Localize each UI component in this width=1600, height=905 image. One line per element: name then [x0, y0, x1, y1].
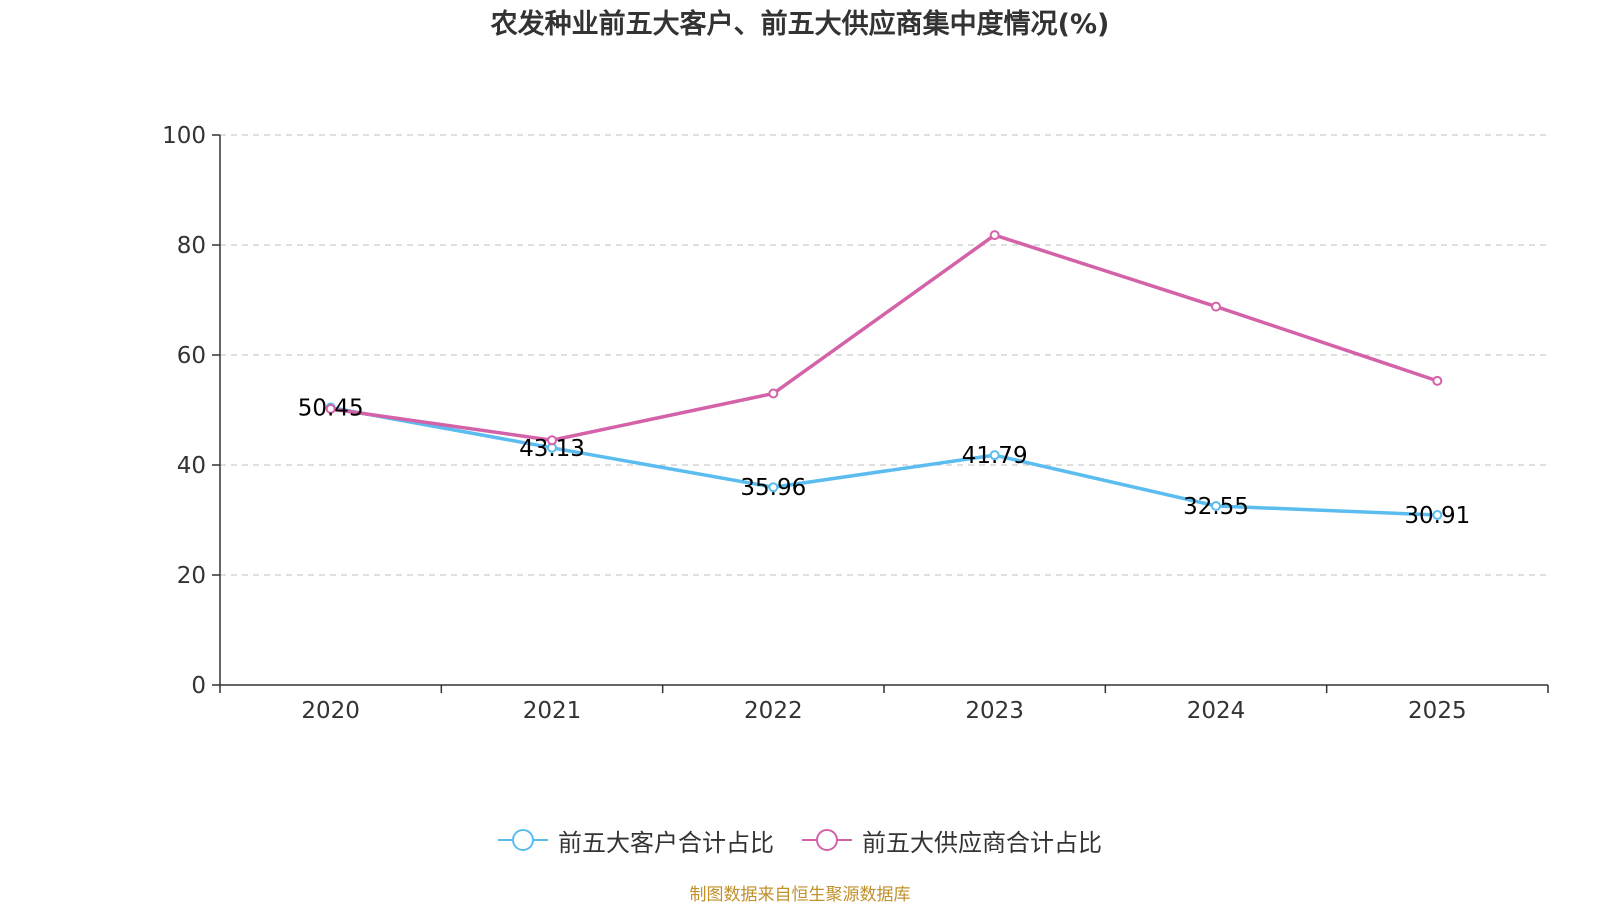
x-tick-label-2024: 2024: [1187, 698, 1246, 724]
y-tick-label-0: 0: [191, 673, 206, 699]
x-tick-label-2022: 2022: [744, 698, 803, 724]
y-axis-ticks: 0 20 40 60 80 100: [162, 123, 220, 699]
line-chart: 0 20 40 60 80 100 2020 2021 2022 2023 2024 2025 50…: [162, 123, 1549, 724]
series-1-point-2025: [1432, 375, 1443, 386]
chart-title: 农发种业前五大客户、前五大供应商集中度情况(%): [490, 9, 1110, 40]
y-tick-label-100: 100: [162, 123, 206, 149]
legend-item-suppliers[interactable]: 前五大供应商合计占比: [802, 823, 1102, 858]
x-tick-label-2025: 2025: [1408, 698, 1467, 724]
legend-label-suppliers: 前五大供应商合计占比: [862, 828, 1102, 857]
data-label-2020: 50.45: [298, 396, 364, 422]
legend-item-customers[interactable]: 前五大客户合计占比: [498, 823, 774, 858]
legend-marker-suppliers: [802, 829, 852, 851]
series-1-point-2024: [1211, 301, 1221, 312]
series-0-point-2025: [1432, 509, 1443, 520]
series-1-point-2020: [325, 403, 336, 414]
y-tick-label-60: 60: [177, 343, 206, 369]
series-group: [325, 230, 1443, 520]
legend-marker-customers: [498, 829, 548, 851]
series-0-point-2022: [768, 482, 779, 493]
y-tick-label-80: 80: [177, 233, 206, 259]
x-tick-label-2020: 2020: [301, 698, 360, 724]
data-label-2024: 32.55: [1183, 494, 1249, 520]
y-tick-label-20: 20: [177, 563, 206, 589]
data-labels: 50.45 43.13 35.96 41.79 32.55 30.91: [298, 396, 1471, 529]
y-tick-label-40: 40: [177, 453, 206, 479]
series-1-point-2022: [768, 388, 779, 399]
series-0-point-2024: [1211, 500, 1221, 511]
data-label-2023: 41.79: [962, 443, 1028, 469]
x-tick-label-2023: 2023: [965, 698, 1024, 724]
x-tick-label-2021: 2021: [523, 698, 582, 724]
series-1-point-2023: [989, 230, 1000, 241]
data-label-2022: 35.96: [740, 475, 806, 501]
grid-lines: [220, 134, 1548, 576]
legend: 前五大客户合计占比 前五大供应商合计占比: [0, 820, 1600, 860]
x-axis-ticks: 2020 2021 2022 2023 2024 2025: [219, 685, 1549, 724]
legend-label-customers: 前五大客户合计占比: [558, 828, 774, 857]
data-source-note: 制图数据来自恒生聚源数据库: [689, 885, 911, 905]
series-line-0: [330, 405, 1438, 517]
series-1-point-2021: [547, 435, 557, 446]
axes: [219, 135, 1548, 686]
data-label-2021: 43.13: [519, 436, 585, 462]
series-line-1: [330, 233, 1438, 442]
data-label-2025: 30.91: [1404, 503, 1470, 529]
series-0-point-2023: [989, 450, 1000, 461]
